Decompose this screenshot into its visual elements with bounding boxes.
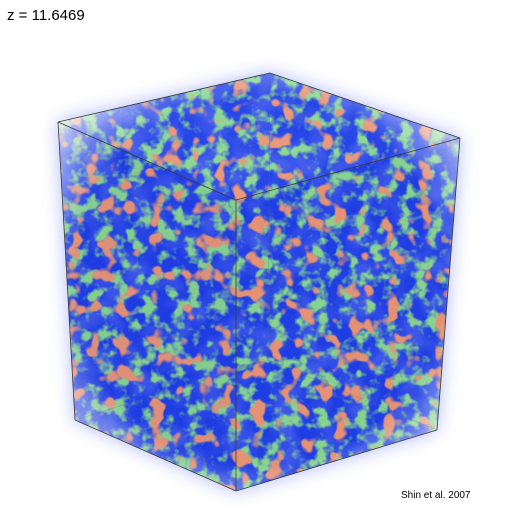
cube-edges — [57, 72, 461, 492]
redshift-label: z = 11.6469 — [7, 7, 85, 24]
volume-body — [58, 73, 460, 491]
credit-label: Shin et al. 2007 — [401, 490, 471, 501]
